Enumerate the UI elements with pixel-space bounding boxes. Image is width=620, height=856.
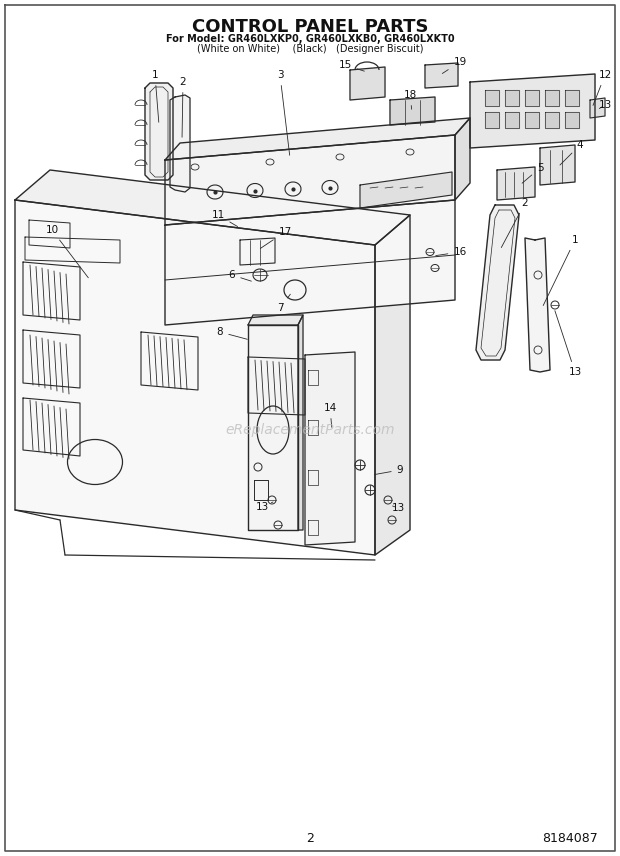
Text: 16: 16 xyxy=(436,247,467,257)
Polygon shape xyxy=(425,63,458,88)
Polygon shape xyxy=(505,90,519,106)
Text: 13: 13 xyxy=(598,100,611,110)
Polygon shape xyxy=(476,205,519,360)
Text: 11: 11 xyxy=(211,210,237,227)
Polygon shape xyxy=(525,238,550,372)
Polygon shape xyxy=(497,167,535,200)
Polygon shape xyxy=(298,315,303,530)
Polygon shape xyxy=(375,215,410,555)
Text: For Model: GR460LXKP0, GR460LXKB0, GR460LXKT0: For Model: GR460LXKP0, GR460LXKB0, GR460… xyxy=(166,34,454,44)
Text: 12: 12 xyxy=(593,70,611,105)
Polygon shape xyxy=(15,200,375,555)
Text: 13: 13 xyxy=(391,503,405,513)
Text: 13: 13 xyxy=(555,311,582,377)
Text: 6: 6 xyxy=(229,270,251,281)
Text: 3: 3 xyxy=(277,70,290,155)
Polygon shape xyxy=(240,238,275,265)
Polygon shape xyxy=(165,135,455,225)
Polygon shape xyxy=(540,145,575,185)
Text: 13: 13 xyxy=(255,502,273,512)
Polygon shape xyxy=(545,112,559,128)
Polygon shape xyxy=(145,83,173,180)
Text: eReplacementParts.com: eReplacementParts.com xyxy=(225,423,395,437)
Text: 14: 14 xyxy=(324,403,337,427)
Text: 1: 1 xyxy=(543,235,578,306)
Polygon shape xyxy=(248,325,298,530)
Polygon shape xyxy=(485,90,499,106)
Polygon shape xyxy=(590,98,605,118)
Polygon shape xyxy=(545,90,559,106)
Text: CONTROL PANEL PARTS: CONTROL PANEL PARTS xyxy=(192,18,428,36)
Polygon shape xyxy=(170,95,190,192)
Polygon shape xyxy=(525,112,539,128)
Polygon shape xyxy=(485,112,499,128)
Text: 19: 19 xyxy=(442,57,467,74)
Text: 8184087: 8184087 xyxy=(542,831,598,845)
Polygon shape xyxy=(565,112,579,128)
Text: 2: 2 xyxy=(180,77,187,137)
Text: 15: 15 xyxy=(339,60,365,71)
Text: 18: 18 xyxy=(404,90,417,110)
Polygon shape xyxy=(470,74,595,148)
Polygon shape xyxy=(360,172,452,208)
Text: 17: 17 xyxy=(260,227,291,248)
Text: 2: 2 xyxy=(502,198,528,247)
Text: 5: 5 xyxy=(522,163,543,183)
Text: 7: 7 xyxy=(277,294,290,313)
Polygon shape xyxy=(505,112,519,128)
Polygon shape xyxy=(525,90,539,106)
Polygon shape xyxy=(165,200,455,325)
Text: 9: 9 xyxy=(374,465,404,475)
Text: 2: 2 xyxy=(306,831,314,845)
Polygon shape xyxy=(15,170,410,245)
Polygon shape xyxy=(305,352,355,545)
Text: 1: 1 xyxy=(152,70,159,122)
Polygon shape xyxy=(248,315,303,325)
Polygon shape xyxy=(455,118,470,200)
Text: 4: 4 xyxy=(560,140,583,165)
Polygon shape xyxy=(390,97,435,125)
Polygon shape xyxy=(165,118,470,160)
Text: 10: 10 xyxy=(45,225,88,278)
Text: (White on White)    (Black)   (Designer Biscuit): (White on White) (Black) (Designer Biscu… xyxy=(197,44,423,54)
Text: 8: 8 xyxy=(216,327,247,339)
Polygon shape xyxy=(350,67,385,100)
Polygon shape xyxy=(565,90,579,106)
